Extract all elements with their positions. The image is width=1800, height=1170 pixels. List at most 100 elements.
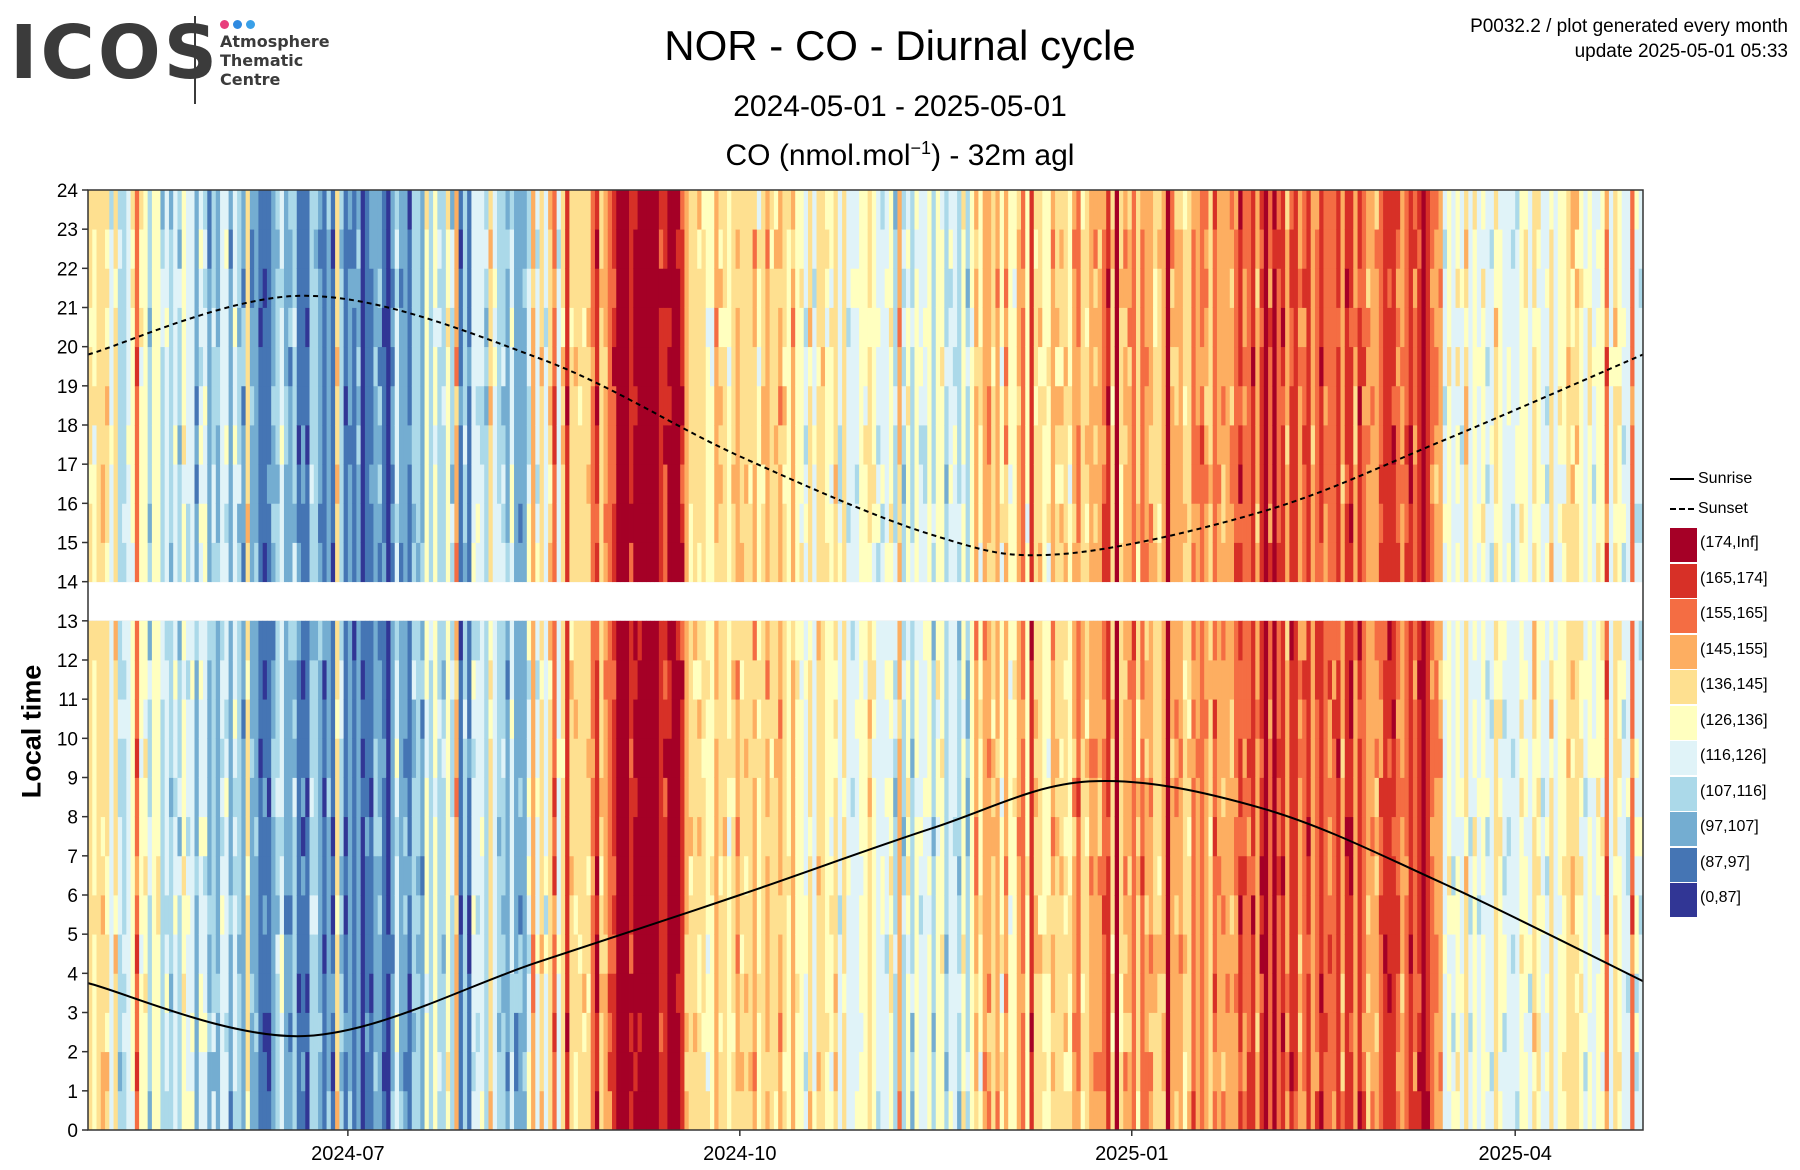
heatmap-cell [671,1012,677,1053]
heatmap-cell [722,346,728,387]
heatmap-cell [680,307,685,348]
heatmap-cell [335,895,340,935]
heatmap-cell [207,268,212,308]
heatmap-cell [283,229,289,269]
heatmap-cell [735,229,741,269]
heatmap-cell [565,1090,570,1131]
heatmap-cell [126,307,131,348]
heatmap-cell [965,620,971,661]
heatmap-cell [620,973,626,1013]
heatmap-cell [586,777,592,818]
heatmap-cell [782,1051,788,1092]
heatmap-cell [420,855,425,896]
heatmap-cell [462,934,468,974]
heatmap-cell [748,190,753,230]
heatmap-cell [820,190,826,230]
heatmap-cell [501,385,506,426]
heatmap-cell [624,542,630,583]
heatmap-cell [641,1090,647,1131]
heatmap-cell [731,464,736,504]
heatmap-cell [612,620,617,661]
heatmap-cell [343,660,349,700]
heatmap-cell [629,425,634,465]
heatmap-cell [859,385,864,426]
heatmap-cell [386,268,391,308]
heatmap-cell [969,503,975,543]
heatmap-cell [539,816,545,857]
heatmap-cell [539,660,545,700]
heatmap-cell [364,973,370,1013]
heatmap-cell [701,934,707,974]
heatmap-cell [364,1051,370,1092]
heatmap-cell [680,1012,685,1053]
heatmap-cell [249,229,255,269]
heatmap-cell [245,190,251,230]
heatmap-cell [313,190,319,230]
heatmap-cell [859,973,864,1013]
heatmap-cell [607,973,613,1013]
heatmap-cell [313,385,319,426]
heatmap-cell [211,503,217,543]
heatmap-cell [842,542,847,583]
heatmap-cell [241,542,247,583]
heatmap-cell [160,934,166,974]
heatmap-cell [765,620,771,661]
heatmap-cell [999,346,1005,387]
heatmap-cell [514,816,519,857]
heatmap-cell [488,268,494,308]
heatmap-cell [505,229,511,269]
heatmap-cell [701,777,707,818]
heatmap-cell [548,229,553,269]
heatmap-cell [799,229,805,269]
heatmap-cell [399,699,404,739]
heatmap-cell [624,973,630,1013]
heatmap-cell [680,934,685,974]
heatmap-cell [654,425,660,465]
heatmap-cell [842,503,847,543]
heatmap-cell [228,777,234,818]
heatmap-cell [164,1051,170,1092]
heatmap-cell [390,1090,396,1131]
heatmap-cell [403,895,408,935]
heatmap-cell [356,229,362,269]
heatmap-cell [181,816,187,857]
heatmap-cell [168,895,174,935]
heatmap-cell [228,464,234,504]
heatmap-cell [335,934,340,974]
heatmap-cell [245,346,251,387]
heatmap-cell [122,307,127,348]
heatmap-cell [318,346,323,387]
heatmap-cell [867,1012,873,1053]
heatmap-cell [271,464,276,504]
heatmap-cell [991,620,996,661]
heatmap-cell [944,464,949,504]
heatmap-cell [117,1012,123,1053]
heatmap-cell [322,425,327,465]
heatmap-cell [577,895,583,935]
heatmap-cell [752,855,758,896]
heatmap-cell [100,699,106,739]
heatmap-cell [407,895,413,935]
heatmap-cell [92,738,97,778]
heatmap-cell [854,503,860,543]
heatmap-cell [292,425,298,465]
heatmap-cell [918,777,924,818]
heatmap-cell [816,346,822,387]
heatmap-cell [479,385,485,426]
heatmap-cell [573,1012,579,1053]
heatmap-cell [867,620,873,661]
heatmap-cell [241,464,247,504]
heatmap-cell [650,973,656,1013]
heatmap-cell [164,816,170,857]
heatmap-cell [420,464,425,504]
heatmap-cell [122,895,127,935]
heatmap-cell [249,738,255,778]
heatmap-cell [156,895,161,935]
heatmap-cell [842,307,847,348]
heatmap-cell [143,503,149,543]
heatmap-cell [637,855,643,896]
heatmap-cell [164,229,170,269]
heatmap-cell [433,1012,438,1053]
heatmap-cell [509,542,515,583]
heatmap-cell [663,934,668,974]
